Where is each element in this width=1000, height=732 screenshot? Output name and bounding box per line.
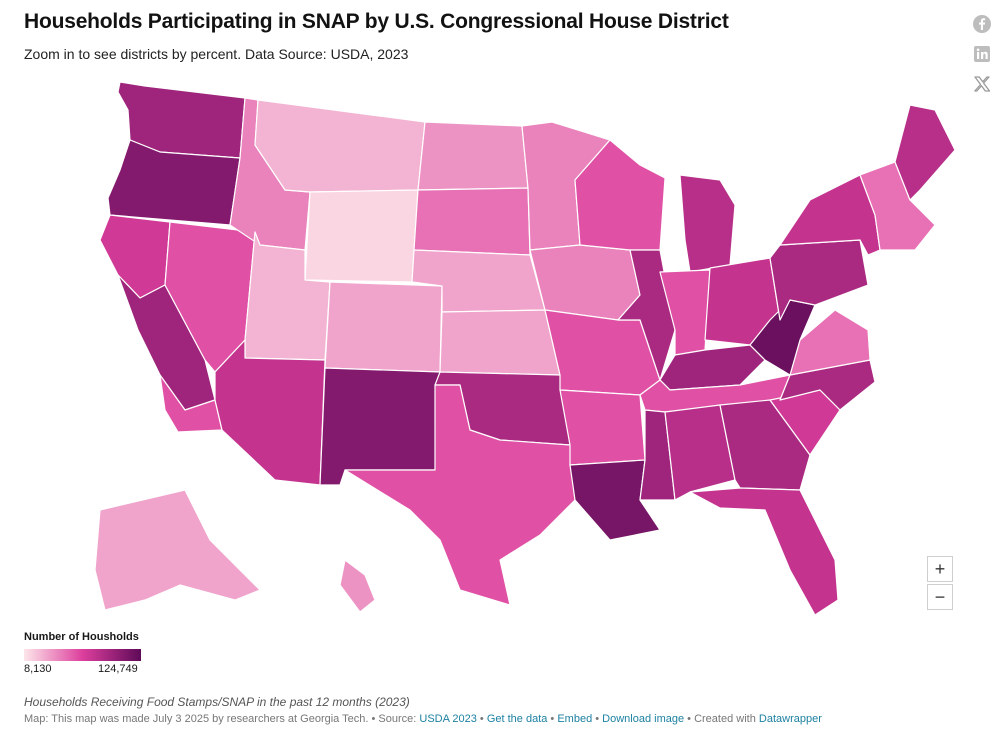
wisconsin[interactable]	[574, 139, 666, 251]
alaska[interactable]	[94, 489, 261, 611]
footer-sep: •	[547, 713, 558, 725]
north-dakota[interactable]	[417, 121, 529, 191]
footer-sep: •	[592, 713, 603, 725]
embed-link[interactable]: Embed	[557, 713, 593, 725]
arkansas[interactable]	[559, 389, 646, 466]
illinois[interactable]	[617, 249, 676, 381]
arizona[interactable]	[214, 339, 326, 486]
maine[interactable]	[894, 104, 956, 201]
iowa[interactable]	[529, 244, 641, 321]
texas[interactable]	[344, 384, 576, 606]
oregon[interactable]	[107, 139, 241, 226]
alabama[interactable]	[664, 404, 736, 501]
source-link[interactable]: USDA 2023	[419, 713, 477, 725]
south-dakota[interactable]	[413, 187, 531, 256]
zoom-in-button[interactable]: +	[927, 556, 953, 582]
x-icon[interactable]	[970, 72, 994, 96]
map-subtitle: Zoom in to see districts by percent. Dat…	[24, 46, 409, 62]
pennsylvania[interactable]	[769, 239, 869, 321]
hawaii[interactable]	[339, 559, 376, 613]
download-image-link[interactable]: Download image	[602, 713, 685, 725]
footer: Map: This map was made July 3 2025 by re…	[24, 713, 822, 725]
legend-max-label: 124,749	[98, 663, 138, 675]
zoom-out-button[interactable]: −	[927, 584, 953, 610]
west-virginia[interactable]	[749, 299, 816, 376]
footer-sep: •	[476, 713, 487, 725]
map-title: Households Participating in SNAP by U.S.…	[24, 10, 729, 33]
linkedin-icon[interactable]	[970, 42, 994, 66]
notes: Households Receiving Food Stamps/SNAP in…	[24, 695, 410, 709]
montana[interactable]	[254, 99, 426, 193]
get-data-link[interactable]: Get the data	[486, 713, 548, 725]
colorado[interactable]	[324, 281, 443, 373]
michigan[interactable]	[679, 174, 736, 273]
footer-sep: • Created with	[684, 713, 759, 725]
mississippi[interactable]	[639, 409, 676, 501]
facebook-icon[interactable]	[970, 12, 994, 36]
florida[interactable]	[689, 487, 839, 616]
legend-min-label: 8,130	[24, 663, 52, 675]
wyoming[interactable]	[304, 189, 419, 283]
kansas[interactable]	[439, 309, 561, 376]
datawrapper-link[interactable]: Datawrapper	[758, 713, 822, 725]
footer-lead: Map: This map was made July 3 2025 by re…	[24, 713, 420, 725]
california-north[interactable]	[99, 214, 171, 299]
legend-title: Number of Housholds	[24, 631, 139, 643]
legend-gradient	[24, 649, 141, 661]
new-mexico[interactable]	[319, 367, 441, 486]
